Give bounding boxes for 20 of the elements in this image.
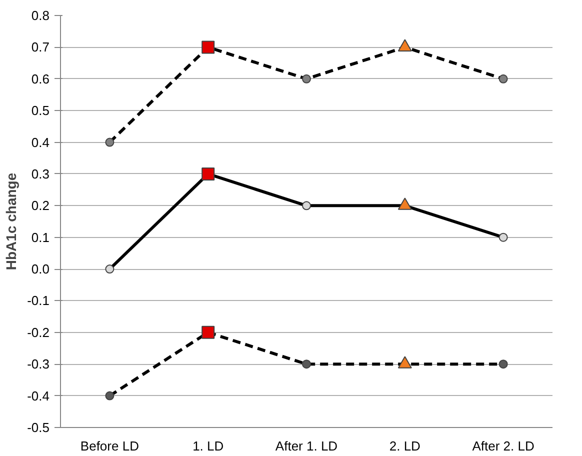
y-tick-label: 0.3 <box>31 166 50 182</box>
y-tick-label: 0.2 <box>31 198 50 214</box>
y-tick-label: -0.4 <box>27 388 50 404</box>
y-tick-label: -0.2 <box>27 324 50 340</box>
y-tick-label: 0.6 <box>31 71 50 86</box>
y-tick-label: -0.5 <box>27 420 50 435</box>
x-tick-label: 2. LD <box>389 438 420 454</box>
y-tick-label: 0.8 <box>31 8 50 23</box>
y-tick-label: 0.1 <box>31 230 50 245</box>
y-axis-title: HbA1c change <box>3 172 20 270</box>
y-tick-label: 0.0 <box>31 262 50 277</box>
y-tick-label: -0.3 <box>27 356 50 372</box>
y-tick-label: 0.7 <box>31 40 50 55</box>
x-tick-label: 1. LD <box>192 438 224 454</box>
y-tick-label: 0.5 <box>31 103 50 118</box>
x-tick-label: After 2. LD <box>472 438 534 454</box>
y-tick-label: -0.1 <box>27 293 50 308</box>
x-tick-label: After 1. LD <box>275 438 338 454</box>
y-tick-label: 0.4 <box>31 134 50 150</box>
x-tick-label: Before LD <box>80 438 139 454</box>
